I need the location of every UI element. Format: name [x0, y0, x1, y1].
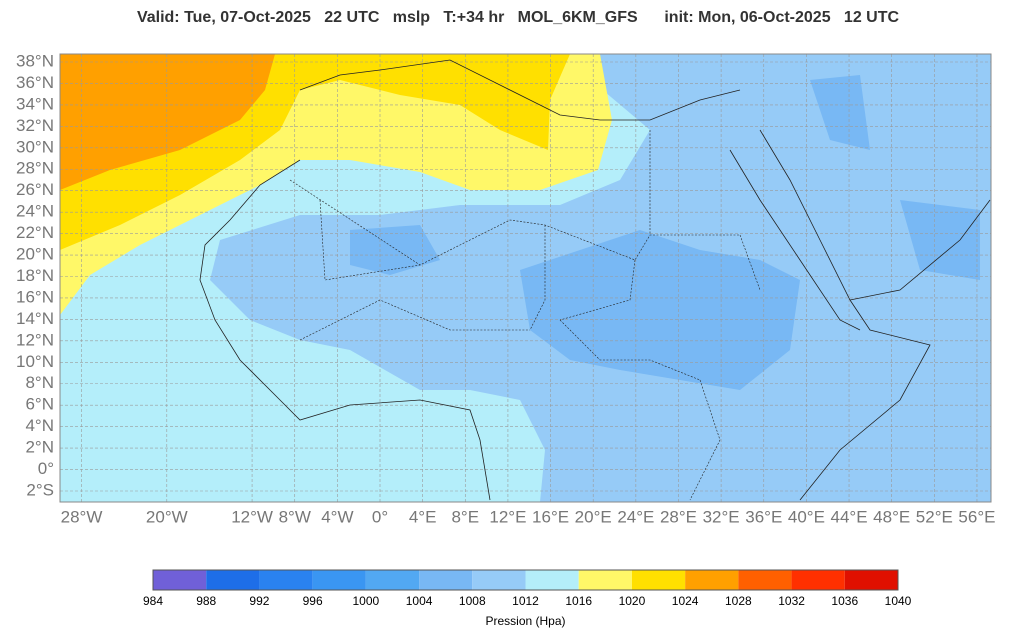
colorbar-segment — [525, 570, 579, 590]
lon-label: 28°E — [660, 507, 697, 526]
colorbar-tick-label: 1020 — [619, 594, 646, 608]
colorbar-segment — [206, 570, 260, 590]
colorbar-tick-label: 1036 — [831, 594, 858, 608]
lon-label: 28°W — [61, 507, 103, 526]
colorbar-segment — [259, 570, 313, 590]
colorbar-tick-label: 1032 — [778, 594, 805, 608]
colorbar-tick-label: 1016 — [565, 594, 592, 608]
lat-label: 16°N — [16, 287, 54, 306]
colorbar-segment — [631, 570, 686, 590]
colorbar-tick-label: 1012 — [512, 594, 539, 608]
map — [59, 53, 992, 503]
colorbar-segment — [578, 570, 632, 590]
colorbar-tick-label: 1024 — [672, 594, 699, 608]
lon-label: 24°E — [617, 507, 654, 526]
lon-label: 12°E — [489, 507, 526, 526]
title: Valid: Tue, 07-Oct-2025 22 UTC mslp T:+3… — [137, 9, 900, 26]
lon-label: 40°E — [788, 507, 825, 526]
lon-label: 56°E — [958, 507, 995, 526]
lat-label: 34°N — [16, 94, 54, 113]
lon-label: 48°E — [873, 507, 910, 526]
colorbar-segment — [791, 570, 845, 590]
colorbar-tick-label: 1008 — [459, 594, 486, 608]
lon-label: 44°E — [831, 507, 868, 526]
lat-label: 6°N — [25, 395, 54, 414]
colorbar-segment — [738, 570, 792, 590]
lat-label: 12°N — [16, 330, 54, 349]
map-frame — [59, 53, 992, 503]
lat-label: 4°N — [25, 416, 54, 435]
colorbar-segment — [153, 570, 207, 590]
lat-label: 22°N — [16, 223, 54, 242]
lat-label: 30°N — [16, 137, 54, 156]
graticule — [60, 54, 991, 502]
lon-label: 4°E — [409, 507, 437, 526]
lon-label: 12°W — [231, 507, 273, 526]
lon-label: 20°E — [575, 507, 612, 526]
lat-label: 28°N — [16, 159, 54, 178]
lat-label: 26°N — [16, 180, 54, 199]
lat-label: 18°N — [16, 266, 54, 285]
coastline — [199, 59, 991, 501]
colorbar-tick-label: 988 — [196, 594, 216, 608]
colorbar-tick-label: 1040 — [885, 594, 912, 608]
lat-label: 14°N — [16, 309, 54, 328]
lon-label: 8°E — [451, 507, 479, 526]
colorbar-tick-label: 1000 — [353, 594, 380, 608]
colorbar-tick-label: 984 — [143, 594, 163, 608]
lat-label: 2°S — [26, 480, 54, 499]
colorbar-segment — [419, 570, 473, 590]
axis-labels: 38°N 36°N 34°N 32°N 30°N 28°N 26°N 24°N 22°N 20°N… — [16, 51, 995, 526]
lat-label: 0° — [38, 459, 54, 478]
colorbar-segment — [685, 570, 739, 590]
lon-label: 4°W — [321, 507, 353, 526]
lon-label: 36°E — [745, 507, 782, 526]
lon-label: 32°E — [703, 507, 740, 526]
colorbar-frame — [152, 569, 899, 591]
lon-label: 8°W — [279, 507, 311, 526]
lon-label: 20°W — [146, 507, 188, 526]
lon-label: 16°E — [532, 507, 569, 526]
colorbar: 984 988 992 996 1000 1004 1008 1012 1016 1020 1024… — [143, 569, 912, 628]
lat-label: 2°N — [25, 438, 54, 457]
lat-label: 32°N — [16, 116, 54, 135]
lat-label: 38°N — [16, 51, 54, 70]
lat-label: 20°N — [16, 245, 54, 264]
colorbar-label: Pression (Hpa) — [485, 614, 565, 628]
lon-label: 52°E — [916, 507, 953, 526]
pressure-area — [60, 54, 275, 190]
lat-label: 10°N — [16, 352, 54, 371]
colorbar-segment — [365, 570, 420, 590]
lat-label: 36°N — [16, 73, 54, 92]
lon-label: 0° — [372, 507, 388, 526]
border — [289, 130, 761, 501]
colorbar-tick-label: 996 — [303, 594, 323, 608]
colorbar-tick-label: 1028 — [725, 594, 752, 608]
colorbar-segment — [472, 570, 526, 590]
colorbar-segment — [312, 570, 366, 590]
colorbar-tick-label: 1004 — [406, 594, 433, 608]
colorbar-tick-label: 992 — [249, 594, 269, 608]
colorbar-segment — [844, 570, 898, 590]
lat-label: 24°N — [16, 202, 54, 221]
pressure-area — [350, 75, 980, 390]
lat-label: 8°N — [25, 373, 54, 392]
